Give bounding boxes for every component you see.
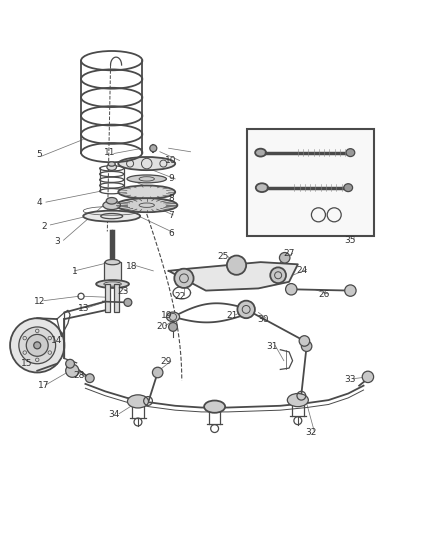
Text: 8: 8 [168, 194, 174, 203]
Text: 9: 9 [168, 174, 174, 183]
Circle shape [286, 284, 297, 295]
Text: 7: 7 [168, 211, 174, 220]
Circle shape [227, 255, 246, 275]
Text: 13: 13 [78, 304, 89, 313]
Text: 14: 14 [51, 336, 63, 345]
Circle shape [66, 364, 79, 377]
Text: 24: 24 [297, 265, 308, 274]
Circle shape [26, 334, 48, 356]
Ellipse shape [103, 201, 120, 209]
Circle shape [150, 145, 157, 152]
Text: 2: 2 [41, 222, 46, 231]
Text: 4: 4 [37, 198, 42, 207]
Ellipse shape [83, 211, 140, 222]
Text: 1: 1 [71, 267, 78, 276]
Ellipse shape [166, 312, 180, 322]
Circle shape [19, 327, 56, 364]
Text: 32: 32 [305, 429, 317, 438]
Circle shape [152, 367, 163, 378]
Circle shape [10, 318, 64, 373]
Ellipse shape [287, 393, 308, 407]
Ellipse shape [96, 280, 129, 288]
Circle shape [85, 374, 94, 383]
Text: 6: 6 [168, 229, 174, 238]
Text: 31: 31 [266, 342, 277, 351]
Text: 18: 18 [126, 262, 137, 271]
Text: 20: 20 [156, 322, 168, 332]
Ellipse shape [204, 400, 225, 413]
Bar [247, 128, 374, 236]
Ellipse shape [118, 185, 175, 199]
Text: 10: 10 [165, 156, 177, 165]
Ellipse shape [255, 149, 266, 157]
Text: 27: 27 [283, 249, 295, 258]
Circle shape [34, 342, 41, 349]
Circle shape [174, 269, 194, 288]
Circle shape [301, 341, 312, 351]
Text: 29: 29 [161, 358, 172, 367]
Ellipse shape [108, 162, 115, 166]
Ellipse shape [256, 183, 268, 192]
Circle shape [345, 285, 356, 296]
Bar [105, 284, 110, 312]
Text: 22: 22 [174, 292, 185, 301]
Circle shape [124, 298, 132, 306]
Text: 33: 33 [345, 375, 356, 384]
Ellipse shape [106, 198, 117, 204]
Ellipse shape [344, 184, 353, 191]
Circle shape [362, 371, 374, 383]
Text: 17: 17 [38, 381, 49, 390]
Ellipse shape [107, 164, 117, 171]
Text: 12: 12 [34, 297, 45, 306]
Text: 25: 25 [218, 252, 229, 261]
Polygon shape [169, 262, 298, 290]
Text: 35: 35 [345, 236, 356, 245]
Circle shape [66, 359, 74, 368]
Ellipse shape [127, 175, 166, 183]
Circle shape [270, 268, 286, 283]
Text: 23: 23 [117, 287, 128, 296]
Text: 3: 3 [54, 237, 60, 246]
Circle shape [299, 336, 310, 346]
Circle shape [237, 301, 255, 318]
Ellipse shape [118, 157, 175, 170]
Text: 34: 34 [108, 410, 120, 419]
Text: 5: 5 [36, 150, 42, 159]
Text: 26: 26 [318, 290, 330, 300]
Ellipse shape [105, 260, 120, 265]
Ellipse shape [346, 149, 355, 157]
Text: 15: 15 [21, 359, 32, 368]
Text: 30: 30 [257, 314, 268, 324]
Circle shape [279, 253, 290, 263]
Text: 11: 11 [104, 148, 115, 157]
Circle shape [169, 322, 177, 332]
Ellipse shape [116, 198, 177, 212]
Text: 28: 28 [73, 370, 85, 379]
Text: 21: 21 [226, 311, 238, 320]
Bar [114, 284, 119, 312]
Text: 19: 19 [161, 311, 172, 320]
Ellipse shape [127, 395, 148, 408]
Bar [104, 262, 121, 286]
